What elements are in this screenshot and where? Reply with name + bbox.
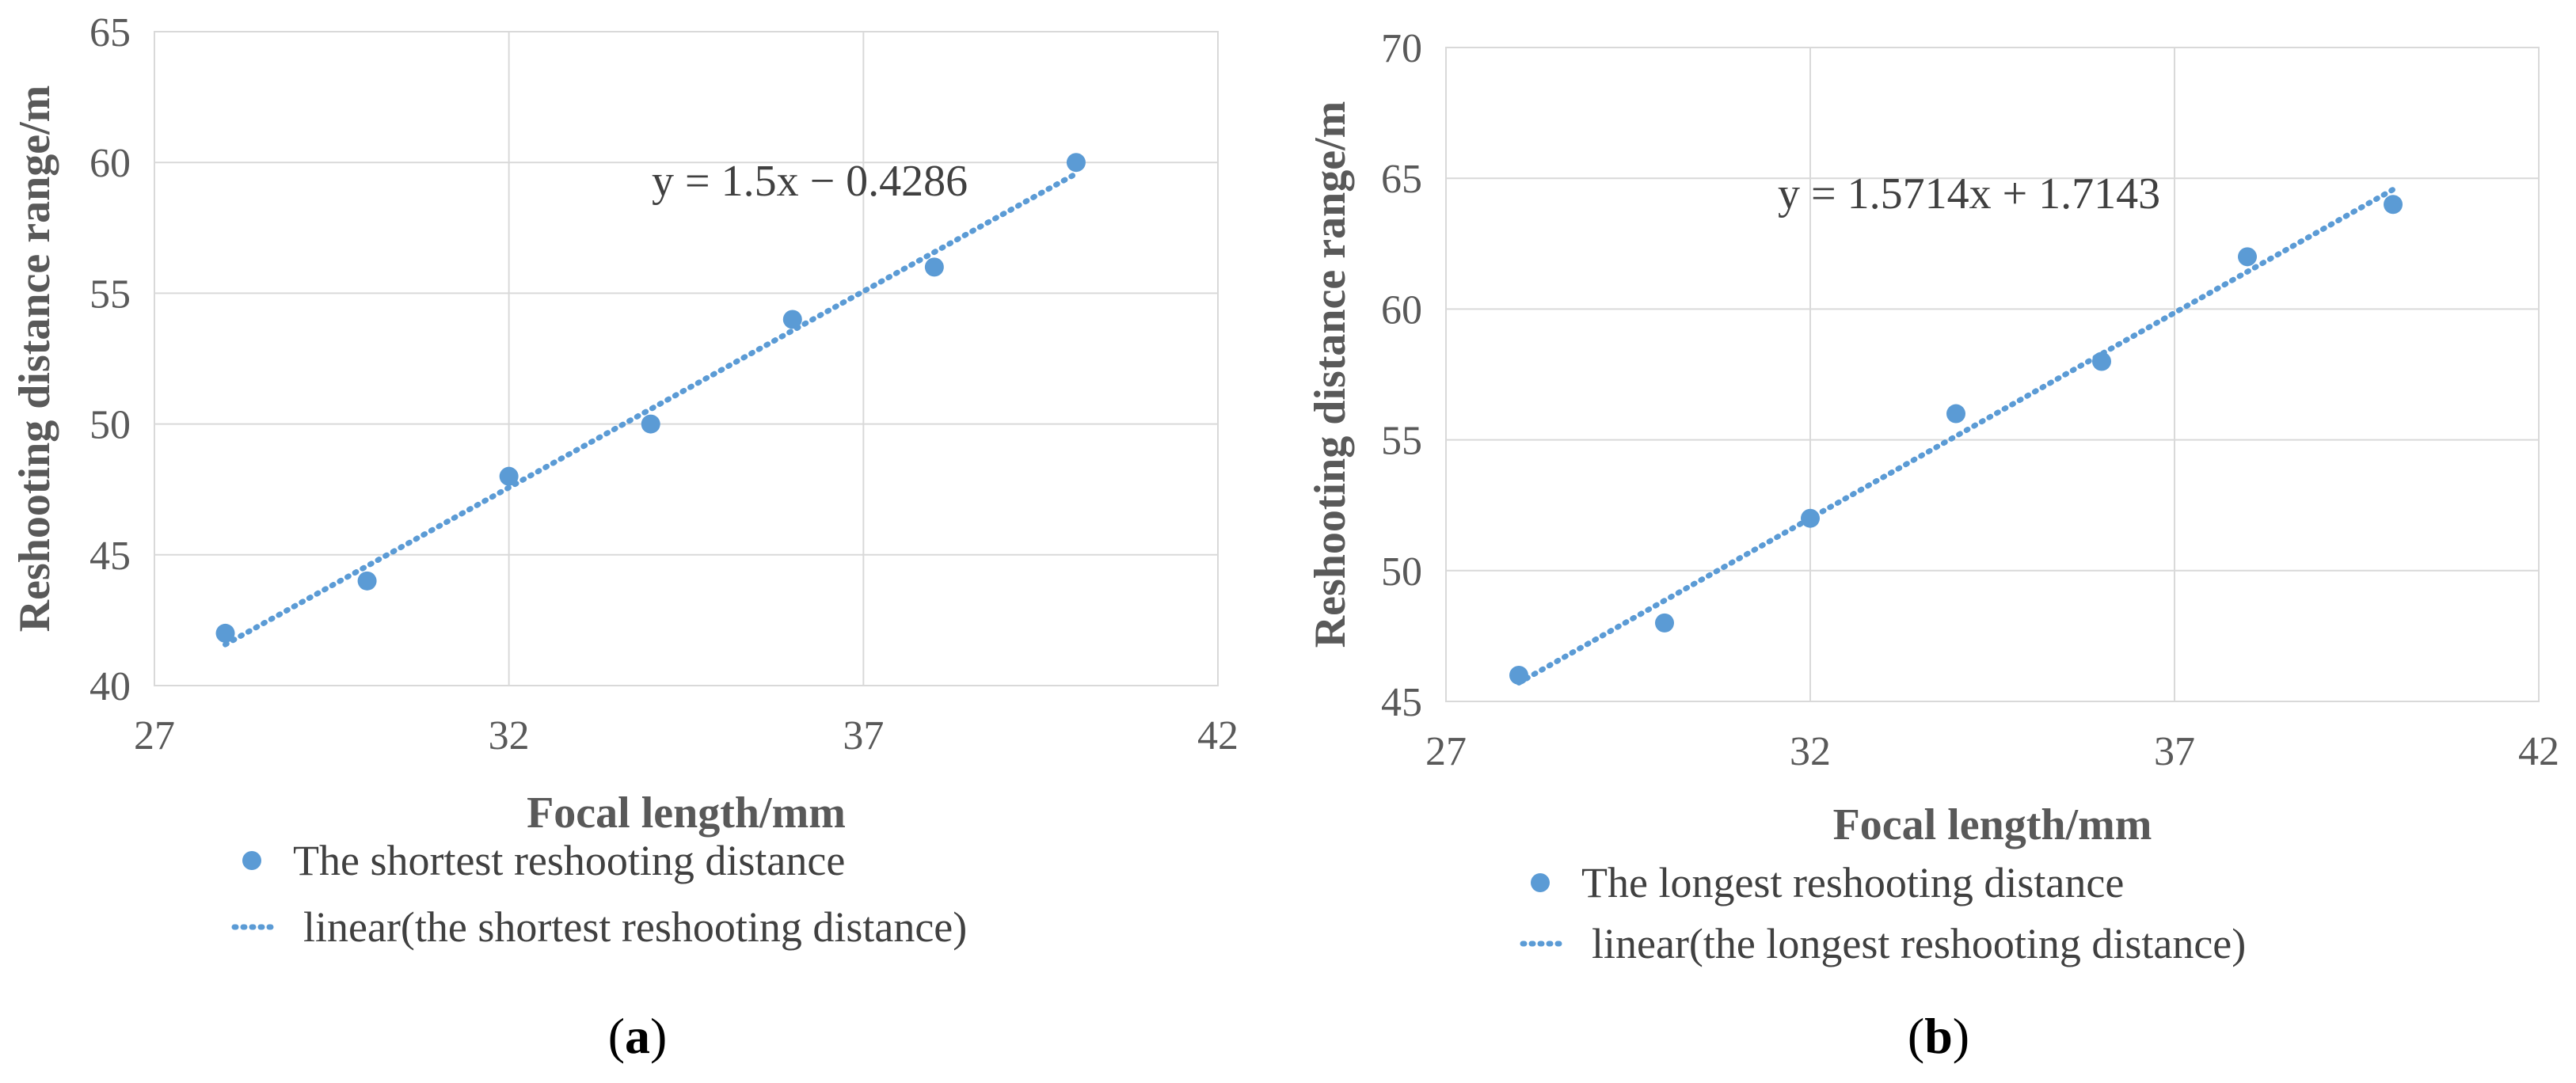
legend: The shortest reshooting distance linear(t… (231, 837, 967, 951)
y-tick-label: 60 (1381, 287, 1422, 332)
x-tick-label: 37 (2154, 729, 2195, 774)
data-point (924, 257, 944, 277)
chart-panel-b: 27 32 37 42 45 50 55 60 65 70 Focal length/mm Resho… (1306, 26, 2559, 1064)
data-point (499, 466, 519, 486)
x-axis-title: Focal length/mm (527, 788, 846, 838)
panel-label: (a) (608, 1008, 668, 1064)
y-tick-label: 70 (1381, 26, 1422, 71)
data-point (1509, 665, 1528, 685)
data-point (2238, 247, 2257, 267)
legend: The longest reshooting distance linear(th… (1520, 859, 2246, 967)
data-point (2384, 195, 2403, 215)
trendline (223, 170, 1079, 648)
x-tick-label: 37 (843, 713, 884, 758)
y-tick-label: 55 (89, 272, 131, 317)
data-point (641, 414, 660, 434)
y-tick-label: 65 (89, 10, 131, 55)
x-tick-label: 32 (1790, 729, 1831, 774)
y-tick-label: 55 (1381, 419, 1422, 464)
x-tick-label: 27 (134, 713, 175, 758)
data-point (1066, 153, 1086, 173)
panel-label: (b) (1908, 1008, 1969, 1064)
legend-label-trendline: linear(the longest reshooting distance) (1592, 920, 2246, 967)
y-tick-label: 45 (1381, 680, 1422, 725)
legend-label-points: The shortest reshooting distance (293, 837, 845, 884)
x-tick-label: 27 (1425, 729, 1467, 774)
data-point (1946, 404, 1965, 424)
trendline-equation: y = 1.5x − 0.4286 (652, 157, 968, 206)
legend-label-trendline: linear(the shortest reshooting distance) (303, 903, 967, 951)
y-axis-title: Reshooting distance range/m (10, 86, 59, 633)
y-axis-title: Reshooting distance range/m (1306, 101, 1355, 648)
x-axis-title: Focal length/mm (1833, 800, 2152, 849)
legend-marker-points (242, 851, 261, 870)
x-tick-label: 42 (1197, 713, 1239, 758)
y-tick-label: 50 (89, 403, 131, 448)
plot-area (1445, 47, 2540, 702)
trendline (1516, 186, 2396, 686)
data-point (1801, 508, 1820, 528)
plot-area (154, 31, 1219, 686)
chart-panel-a: 27 32 37 42 40 45 50 55 60 65 Focal length/mm Resho… (10, 10, 1239, 1064)
y-tick-label: 60 (89, 141, 131, 186)
data-point (1655, 613, 1674, 633)
y-tick-label: 65 (1381, 157, 1422, 202)
y-tick-label: 40 (89, 664, 131, 709)
y-tick-label: 50 (1381, 549, 1422, 595)
x-tick-label: 32 (489, 713, 530, 758)
data-point (2092, 352, 2111, 371)
trendline-equation: y = 1.5714x + 1.7143 (1778, 169, 2160, 218)
legend-label-points: The longest reshooting distance (1581, 859, 2124, 906)
y-tick-label: 45 (89, 534, 131, 579)
data-point (782, 310, 802, 329)
legend-marker-points (1531, 873, 1550, 892)
data-point (215, 623, 235, 643)
x-tick-label: 42 (2518, 729, 2559, 774)
data-point (357, 571, 377, 591)
